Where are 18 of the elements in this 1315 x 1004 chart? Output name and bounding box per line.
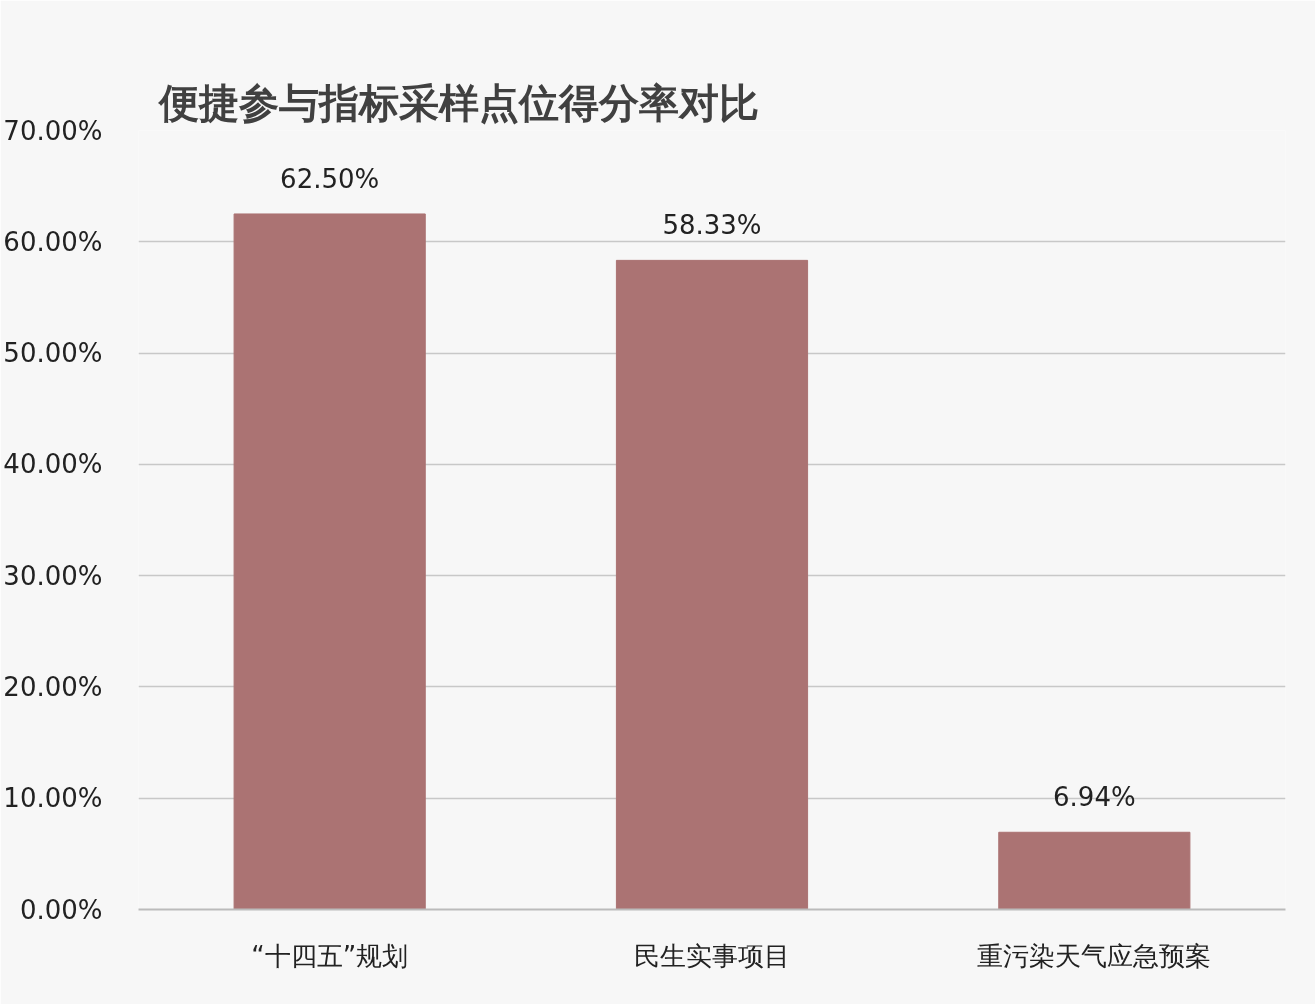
bar — [998, 831, 1191, 910]
x-tick-label: 重污染天气应急预案 — [977, 940, 1212, 971]
chart-title: 便捷参与指标采样点位得分率对比 — [156, 79, 759, 126]
bar — [615, 259, 809, 910]
y-tick-label: 30.00% — [3, 560, 103, 591]
x-tick-label: “十四五”规划 — [251, 940, 409, 971]
data-label: 58.33% — [662, 210, 762, 241]
x-tick-label: 民生实事项目 — [634, 940, 790, 971]
y-tick-label: 40.00% — [3, 449, 103, 480]
y-tick-label: 60.00% — [3, 226, 103, 257]
y-tick-label: 20.00% — [3, 671, 103, 702]
y-tick-label: 50.00% — [3, 338, 103, 369]
bar — [233, 213, 426, 910]
y-tick-label: 10.00% — [3, 783, 103, 814]
data-label: 6.94% — [1053, 782, 1136, 813]
data-label: 62.50% — [280, 163, 380, 194]
y-tick-label: 0.00% — [19, 894, 103, 925]
y-tick-label: 70.00% — [3, 115, 103, 146]
